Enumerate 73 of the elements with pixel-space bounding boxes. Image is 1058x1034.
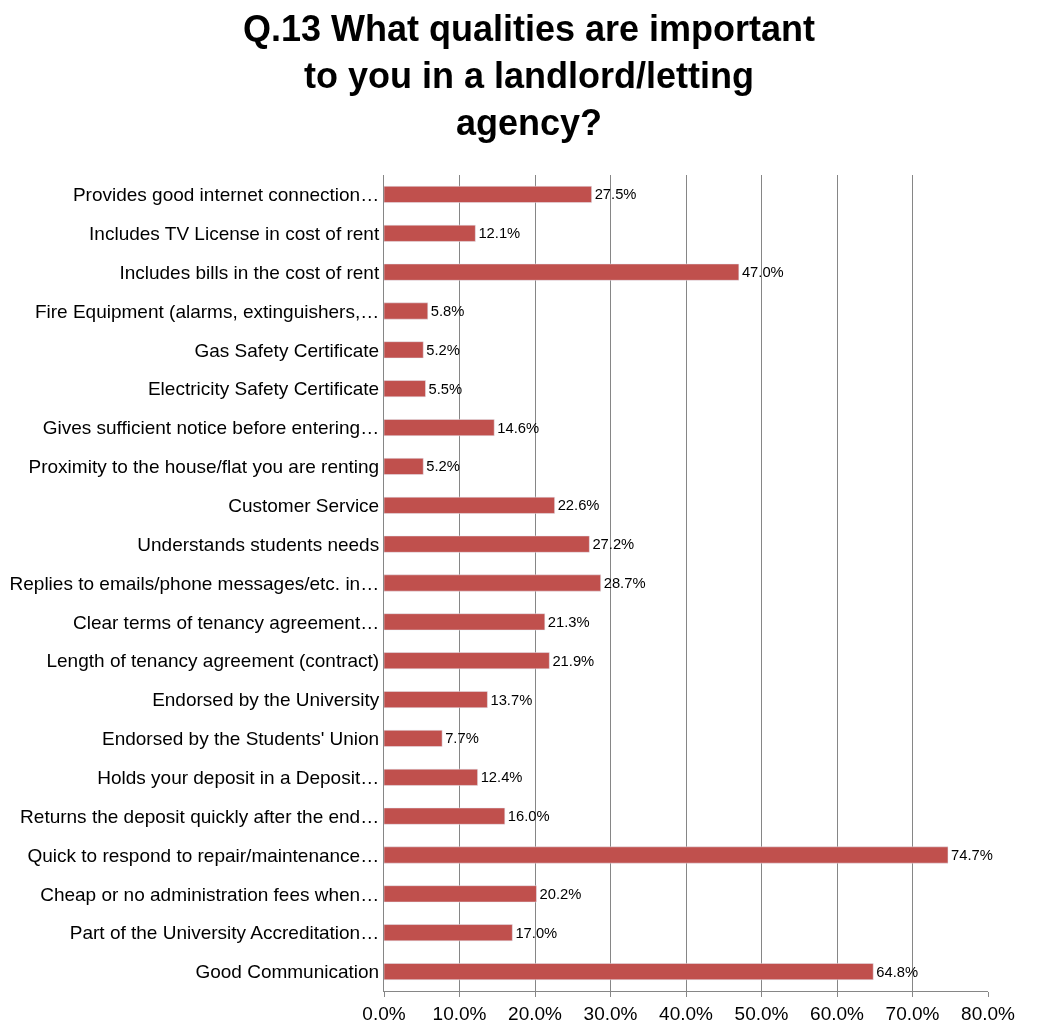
y-tick-label: Electricity Safety Certificate	[147, 378, 380, 400]
data-label: 13.7%	[490, 691, 533, 708]
data-label: 21.3%	[547, 613, 590, 630]
y-tick-label: Proximity to the house/flat you are renting	[28, 456, 380, 478]
data-label: 16.0%	[507, 808, 550, 825]
bar	[384, 846, 949, 864]
bar	[384, 768, 478, 786]
x-tick-label: 70.0%	[885, 1002, 940, 1024]
y-tick-label: Clear terms of tenancy agreement…	[72, 611, 380, 633]
data-label: 20.2%	[539, 885, 582, 902]
x-tick-label: 50.0%	[734, 1002, 789, 1024]
bar	[384, 730, 443, 747]
data-label: 64.8%	[876, 963, 919, 980]
y-tick-label: Length of tenancy agreement (contract)	[46, 650, 380, 672]
data-label: 27.5%	[594, 186, 637, 203]
x-tick-label: 80.0%	[961, 1002, 1016, 1024]
y-tick-label: Customer Service	[228, 494, 380, 516]
data-label: 7.7%	[445, 730, 479, 747]
data-label: 74.7%	[951, 847, 993, 864]
data-label: 21.9%	[552, 652, 595, 669]
bar	[384, 652, 550, 670]
bar	[384, 341, 424, 359]
y-tick-label: Holds your deposit in a Deposit…	[97, 766, 380, 788]
bar	[384, 963, 874, 980]
bar	[384, 535, 590, 553]
y-tick-label: Good Communication	[195, 961, 380, 983]
data-label: 5.2%	[426, 458, 460, 475]
y-tick-label: Includes TV License in cost of rent	[89, 222, 380, 244]
y-tick-label: Quick to respond to repair/maintenance…	[27, 844, 380, 866]
bar	[384, 691, 488, 708]
data-label: 12.4%	[480, 769, 523, 786]
bar	[384, 613, 546, 631]
data-label: 28.7%	[603, 575, 646, 592]
y-tick-label: Includes bills in the cost of rent	[119, 261, 380, 283]
x-tick-label: 30.0%	[583, 1002, 638, 1024]
data-label: 12.1%	[478, 225, 521, 242]
bar	[384, 263, 740, 281]
data-label: 14.6%	[497, 419, 540, 436]
y-tick-label: Part of the University Accreditation…	[69, 922, 380, 944]
bar	[384, 224, 476, 242]
bar	[384, 885, 537, 903]
bar	[384, 302, 429, 320]
bar	[384, 186, 592, 203]
x-tick-label: 20.0%	[508, 1002, 563, 1024]
y-tick-label: Gives sufficient notice before entering…	[42, 417, 380, 439]
bar	[384, 419, 495, 436]
data-label: 5.8%	[430, 303, 465, 320]
bar	[384, 380, 426, 398]
y-tick-label: Gas Safety Certificate	[194, 339, 380, 361]
y-tick-label: Endorsed by the University	[152, 689, 380, 711]
bar	[384, 574, 601, 592]
bar	[384, 496, 555, 514]
y-tick-label: Replies to emails/phone messages/etc. in…	[9, 572, 380, 594]
data-label: 17.0%	[515, 924, 558, 941]
data-label: 47.0%	[741, 264, 784, 281]
bar	[384, 458, 424, 475]
chart-title: Q.13 What qualities are important to you in a landlord/letting agency?	[242, 8, 816, 143]
y-tick-label: Endorsed by the Students' Union	[102, 728, 380, 750]
y-tick-label: Returns the deposit quickly after the end…	[20, 805, 380, 827]
x-tick-label: 60.0%	[810, 1002, 865, 1024]
bar	[384, 807, 506, 825]
y-tick-label: Cheap or no administration fees when…	[40, 883, 380, 905]
data-label: 5.5%	[428, 380, 463, 397]
x-tick-label: 0.0%	[362, 1002, 406, 1024]
x-tick-label: 10.0%	[432, 1002, 487, 1024]
y-tick-label: Provides good internet connection…	[72, 184, 380, 206]
y-tick-label: Understands students needs	[137, 533, 380, 555]
data-label: 5.2%	[426, 341, 460, 358]
bar	[384, 924, 513, 942]
x-tick-label: 40.0%	[659, 1002, 714, 1024]
data-label: 27.2%	[592, 536, 635, 553]
y-tick-label: Fire Equipment (alarms, extinguishers,…	[34, 300, 380, 322]
data-label: 22.6%	[557, 497, 600, 514]
